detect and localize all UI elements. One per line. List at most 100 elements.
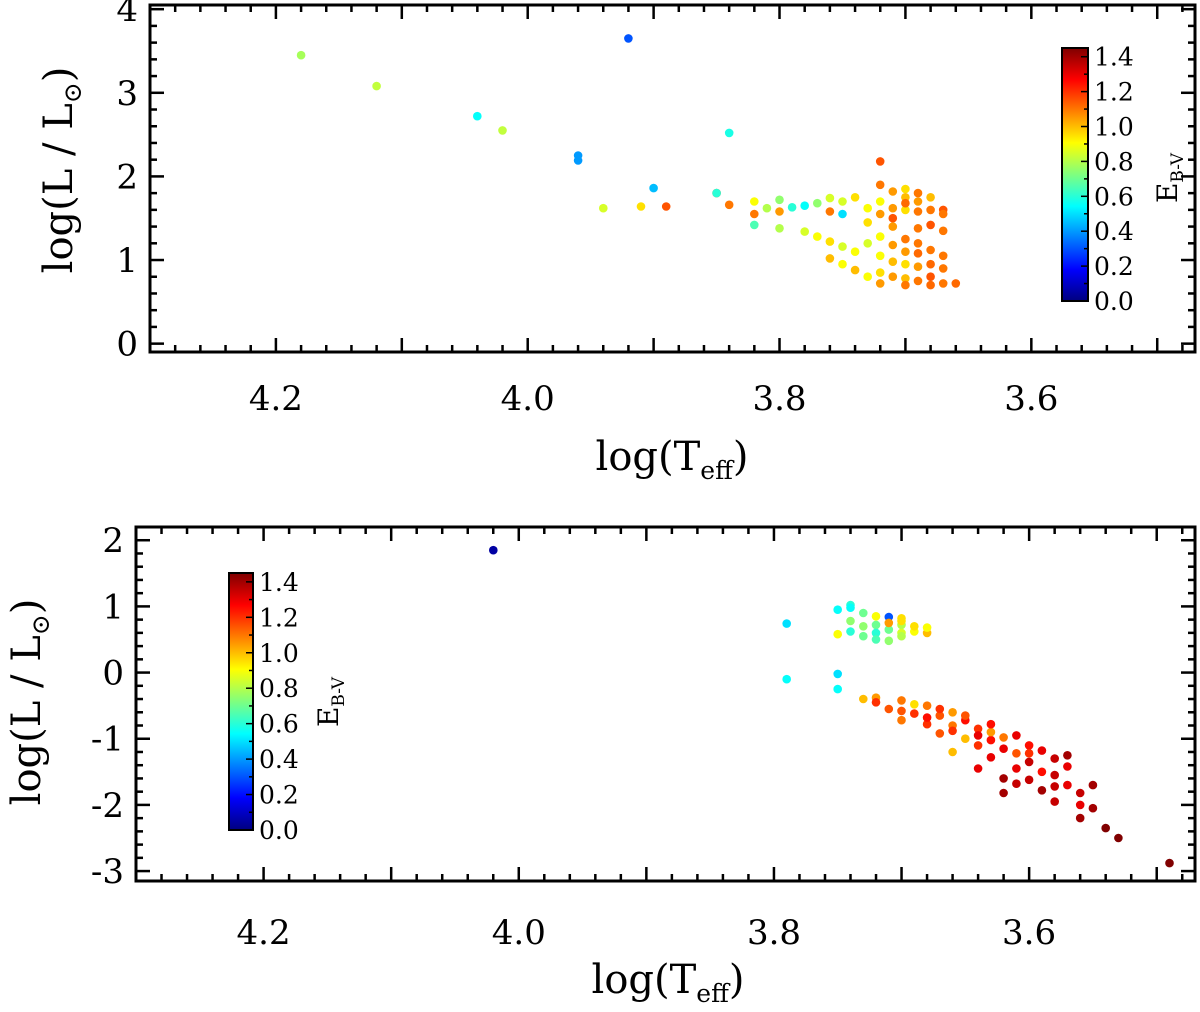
- data-point: [1114, 833, 1123, 843]
- data-point: [850, 265, 860, 275]
- data-point: [1063, 762, 1072, 771]
- data-point: [926, 259, 935, 269]
- data-point: [986, 735, 996, 745]
- top-xtick-labels: 4.2 4.0 3.8 3.6: [249, 379, 1058, 419]
- data-point: [372, 81, 381, 91]
- data-point: [863, 218, 872, 227]
- data-point: [938, 226, 948, 236]
- data-point: [901, 234, 910, 244]
- data-point: [884, 612, 894, 622]
- data-point: [782, 619, 791, 628]
- data-point: [825, 207, 835, 216]
- top-x-axis-label: log(Teff): [596, 434, 749, 485]
- data-point: [884, 618, 894, 628]
- y-tick-label: 0: [116, 325, 138, 365]
- top-y-axis-label: log(L / L⊙): [36, 67, 87, 274]
- data-point: [938, 251, 948, 261]
- colorbar-tick-label: 1.4: [259, 568, 299, 597]
- data-point: [800, 201, 809, 210]
- y-tick-label: -3: [91, 852, 124, 892]
- bottom-panel: 4.2 4.0 3.8 3.6 -3 -2 -1 0 1 2 log(Teff) log(L /…: [4, 521, 1197, 1008]
- data-point: [913, 197, 923, 206]
- data-point: [938, 264, 948, 273]
- data-point: [922, 701, 932, 710]
- colorbar-tick-label: 0.8: [1094, 147, 1134, 176]
- bottom-points: [489, 545, 1174, 868]
- data-point: [948, 747, 957, 757]
- data-point: [871, 635, 881, 644]
- data-point: [1012, 779, 1021, 788]
- data-point: [948, 708, 957, 717]
- y-tick-label: 1: [102, 587, 124, 627]
- data-point: [926, 272, 935, 282]
- data-point: [813, 232, 822, 241]
- data-point: [838, 209, 847, 219]
- data-point: [888, 203, 898, 213]
- data-point: [935, 711, 945, 720]
- data-point: [948, 726, 957, 736]
- data-point: [296, 50, 306, 60]
- bottom-ticks: [134, 525, 1195, 881]
- data-point: [897, 631, 906, 641]
- data-point: [875, 157, 885, 166]
- data-point: [926, 280, 935, 290]
- data-point: [850, 193, 860, 202]
- data-point: [888, 272, 898, 282]
- x-tick-label: 4.0: [501, 379, 555, 419]
- data-point: [473, 111, 482, 121]
- colorbar-tick-label: 0.2: [259, 781, 299, 810]
- data-point: [775, 195, 784, 205]
- data-point: [871, 628, 881, 638]
- data-point: [1075, 813, 1085, 823]
- data-point: [888, 257, 898, 267]
- data-point: [850, 247, 860, 256]
- data-point: [838, 197, 847, 206]
- data-point: [833, 629, 842, 639]
- data-point: [1024, 757, 1034, 767]
- data-point: [901, 259, 910, 269]
- data-point: [1024, 749, 1034, 758]
- data-point: [624, 34, 633, 43]
- data-point: [863, 239, 872, 248]
- data-point: [1037, 746, 1047, 755]
- data-point: [986, 753, 996, 762]
- data-point: [961, 734, 970, 743]
- data-point: [800, 227, 809, 236]
- data-point: [973, 731, 983, 740]
- data-point: [897, 706, 906, 716]
- data-point: [901, 247, 910, 256]
- data-point: [888, 187, 898, 196]
- y-tick-label: 0: [102, 654, 124, 694]
- data-point: [901, 274, 910, 283]
- colorbar-tick-label: 0.4: [259, 745, 299, 774]
- bottom-colorbar: 0.0 0.2 0.4 0.6 0.8 1.0 1.2 1.4 EB-V: [228, 568, 349, 845]
- data-point: [938, 209, 948, 219]
- data-point: [833, 605, 842, 614]
- data-point: [1101, 823, 1110, 833]
- data-point: [986, 727, 996, 737]
- colorbar-tick-label: 1.0: [259, 639, 299, 668]
- data-point: [1088, 803, 1098, 813]
- bottom-colorbar-label: EB-V: [312, 676, 349, 727]
- data-point: [938, 279, 948, 288]
- data-point: [813, 198, 822, 208]
- data-point: [897, 696, 906, 705]
- data-point: [489, 545, 498, 555]
- data-point: [999, 788, 1008, 798]
- data-point: [935, 729, 945, 738]
- y-tick-label: 2: [116, 157, 138, 197]
- data-point: [926, 245, 935, 255]
- data-point: [926, 193, 935, 202]
- data-point: [888, 222, 898, 231]
- data-point: [1037, 767, 1047, 777]
- data-point: [724, 128, 734, 138]
- data-point: [901, 198, 910, 208]
- top-colorbar: 0.0 0.2 0.4 0.6 0.8 1.0 1.2 1.4 EB-V: [1061, 43, 1188, 316]
- data-point: [859, 622, 868, 631]
- data-point: [1050, 770, 1059, 780]
- data-point: [724, 200, 734, 210]
- data-point: [913, 224, 923, 233]
- y-tick-label: 3: [116, 74, 138, 114]
- data-point: [1063, 751, 1072, 760]
